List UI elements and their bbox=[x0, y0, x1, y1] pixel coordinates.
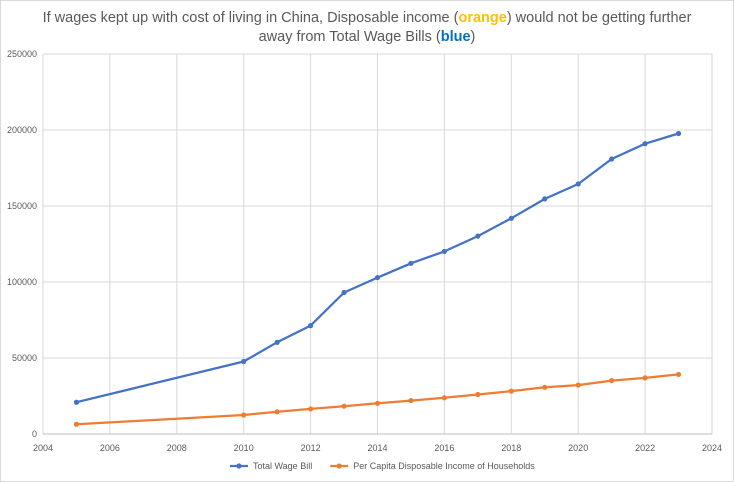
y-tick-label: 200000 bbox=[7, 125, 37, 135]
series-1-point bbox=[642, 375, 648, 381]
series-1-point bbox=[441, 395, 447, 401]
series-1-point bbox=[508, 388, 514, 394]
title-orange-word: orange bbox=[458, 10, 507, 26]
x-tick-label: 2008 bbox=[167, 443, 187, 453]
x-tick-label: 2010 bbox=[234, 443, 254, 453]
series-0-point bbox=[73, 399, 80, 405]
series-1-point bbox=[341, 403, 347, 409]
chart-title: If wages kept up with cost of living in … bbox=[0, 9, 734, 47]
title-part-4: ) bbox=[470, 29, 476, 45]
series-1-point bbox=[542, 384, 548, 390]
x-tick-label: 2018 bbox=[501, 443, 521, 453]
series-0-point bbox=[475, 233, 481, 239]
axes: 2004 2006 2008 2010 2012 2014 2016 2018 2020 2022… bbox=[7, 49, 722, 453]
series-1-point bbox=[73, 421, 80, 427]
legend-marker-0 bbox=[236, 463, 242, 469]
x-tick-label: 2022 bbox=[635, 443, 655, 453]
gridlines bbox=[43, 53, 713, 434]
legend-label-1: Per Capita Disposable Income of Househol… bbox=[353, 461, 535, 471]
y-tick-label: 0 bbox=[32, 429, 37, 439]
series-0-point bbox=[542, 196, 548, 202]
x-tick-label: 2012 bbox=[301, 443, 321, 453]
series-1-point bbox=[475, 391, 481, 398]
series-0-point bbox=[274, 339, 280, 345]
series-1-point bbox=[408, 397, 414, 404]
y-tick-label: 50000 bbox=[12, 353, 37, 363]
series-0-point bbox=[675, 130, 682, 137]
title-part-3: away from Total Wage Bills ( bbox=[258, 29, 441, 45]
x-tick-label: 2006 bbox=[100, 443, 120, 453]
series-0-point bbox=[642, 141, 648, 147]
series-1-point bbox=[675, 371, 682, 378]
x-tick-label: 2024 bbox=[702, 443, 722, 453]
legend-label-0: Total Wage Bill bbox=[253, 461, 312, 471]
series-1-point bbox=[374, 400, 381, 406]
series-0-point bbox=[575, 181, 581, 187]
x-tick-label: 2020 bbox=[568, 443, 588, 453]
series-0-point bbox=[374, 274, 381, 281]
x-tick-label: 2014 bbox=[367, 443, 387, 453]
series-1-point bbox=[274, 409, 280, 415]
series-0-point bbox=[341, 289, 347, 296]
series-0-point bbox=[441, 248, 447, 255]
series-1-point bbox=[241, 412, 247, 418]
y-tick-label: 100000 bbox=[7, 277, 37, 287]
series-0-point bbox=[241, 358, 247, 365]
title-part-2: ) would not be getting further bbox=[506, 10, 692, 26]
y-tick-label: 250000 bbox=[7, 49, 37, 59]
series-1-point bbox=[575, 382, 581, 388]
series-0-point bbox=[308, 323, 314, 329]
title-part-1: If wages kept up with cost of living in … bbox=[42, 10, 459, 26]
series-1-point bbox=[609, 378, 615, 384]
x-tick-label: 2016 bbox=[434, 443, 454, 453]
series-0-point bbox=[508, 215, 514, 221]
series-0-point bbox=[408, 260, 414, 266]
series-layer bbox=[73, 130, 682, 427]
legend-marker-1 bbox=[336, 463, 342, 469]
title-blue-word: blue bbox=[440, 29, 471, 45]
y-tick-label: 150000 bbox=[7, 201, 37, 211]
series-1-point bbox=[308, 406, 314, 412]
x-tick-label: 2004 bbox=[33, 443, 53, 453]
series-0-point bbox=[609, 156, 615, 162]
legend: Total Wage Bill Per Capita Disposable Inc… bbox=[230, 461, 535, 471]
